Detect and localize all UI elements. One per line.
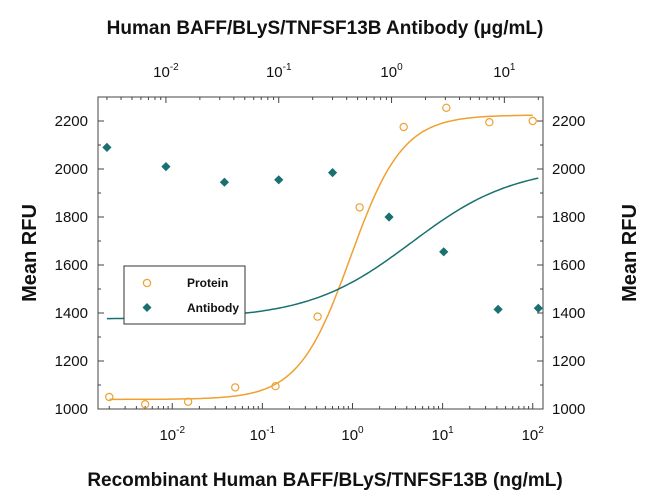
- chart-title: Human BAFF/BLyS/TNFSF13B Antibody (μg/mL…: [107, 18, 544, 39]
- right-tick-label-2: 1400: [552, 305, 585, 322]
- left-tick-label-4: 1800: [55, 209, 88, 226]
- right-tick-label-0: 1000: [552, 401, 585, 418]
- left-tick-label-0: 1000: [55, 401, 88, 418]
- legend-protein-label: Protein: [187, 276, 228, 290]
- point-protein-7: [399, 122, 408, 132]
- point-protein-10: [528, 116, 537, 126]
- point-antibody-0: [102, 142, 112, 152]
- point-protein-4: [271, 382, 280, 391]
- top-tick-label-3: 101: [493, 62, 516, 81]
- point-protein-0: [105, 392, 114, 402]
- x-axis-label: Recombinant Human BAFF/BLyS/TNFSF13B (ng…: [87, 470, 562, 491]
- left-tick-label-5: 2000: [55, 161, 88, 178]
- right-tick-label-3: 1600: [552, 257, 585, 274]
- plot-frame: [97, 96, 544, 410]
- legend-protein-marker: [142, 278, 152, 288]
- left-tick-label-2: 1400: [55, 305, 88, 322]
- point-antibody-2: [219, 177, 230, 187]
- right-tick-label-5: 2000: [552, 161, 585, 178]
- bottom-tick-label-1: 10-1: [250, 425, 276, 444]
- point-protein-6: [355, 203, 364, 212]
- point-protein-8: [442, 103, 451, 113]
- legend-box: [123, 265, 246, 325]
- left-tick-label-3: 1600: [55, 257, 88, 274]
- point-antibody-8: [533, 303, 543, 313]
- bottom-tick-label-0: 10-2: [159, 425, 185, 444]
- data-points: [102, 103, 543, 409]
- legend: Protein Antibody: [123, 265, 246, 325]
- fit-curve-protein: [109, 114, 533, 401]
- right-tick-label-6: 2200: [552, 113, 585, 130]
- point-antibody-4: [327, 168, 338, 178]
- legend-antibody-marker: [142, 303, 152, 312]
- point-protein-1: [140, 400, 150, 409]
- point-antibody-7: [493, 304, 503, 314]
- point-protein-5: [313, 312, 322, 321]
- left-tick-label-6: 2200: [55, 113, 88, 130]
- legend-antibody-label: Antibody: [187, 301, 239, 315]
- point-antibody-1: [161, 162, 171, 172]
- point-protein-3: [231, 383, 240, 392]
- right-tick-label-4: 1800: [552, 209, 585, 226]
- y-axis-label-right: Mean RFU: [619, 204, 641, 302]
- y-axis-label-left: Mean RFU: [19, 204, 41, 302]
- top-tick-label-0: 10-2: [153, 62, 179, 81]
- bottom-tick-label-3: 101: [431, 425, 454, 444]
- left-tick-label-1: 1200: [55, 353, 88, 370]
- fit-curves: [106, 114, 539, 401]
- point-protein-2: [183, 397, 193, 406]
- point-antibody-5: [384, 212, 394, 222]
- point-protein-9: [485, 117, 494, 127]
- ticks-layer: 10-2 10-1 100 101 102 10-2 10-1 100 101 1000 1000 1…: [55, 62, 586, 444]
- bottom-tick-label-4: 102: [522, 425, 545, 444]
- top-tick-label-1: 10-1: [266, 62, 292, 81]
- point-antibody-3: [274, 175, 284, 185]
- top-tick-label-2: 100: [380, 62, 403, 81]
- right-tick-label-1: 1200: [552, 353, 585, 370]
- bottom-tick-label-2: 100: [341, 425, 364, 444]
- point-antibody-6: [439, 247, 449, 257]
